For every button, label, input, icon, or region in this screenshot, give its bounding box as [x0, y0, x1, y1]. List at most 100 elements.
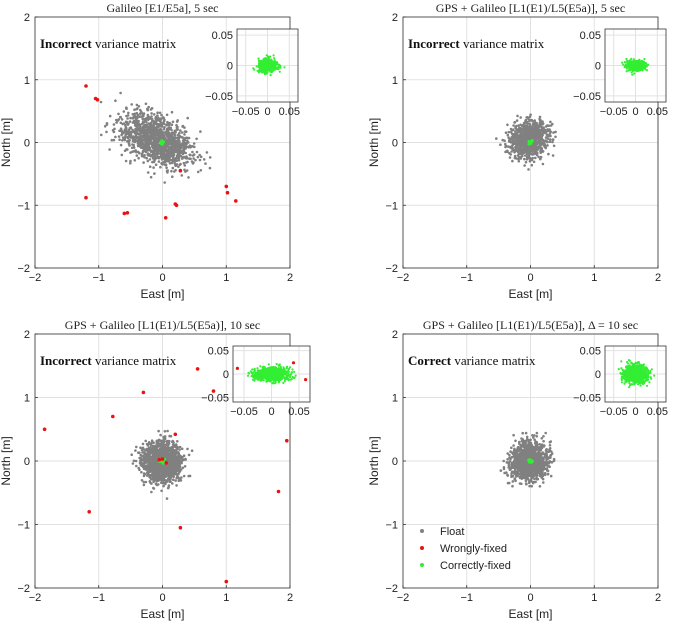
- float-point: [141, 125, 145, 129]
- float-point: [138, 115, 141, 118]
- float-point: [117, 112, 120, 116]
- float-point: [524, 118, 528, 122]
- float-point: [533, 120, 536, 124]
- float-point: [160, 454, 164, 458]
- float-point: [146, 444, 150, 447]
- float-point: [190, 449, 194, 453]
- float-point: [524, 144, 528, 147]
- float-point: [196, 155, 200, 159]
- float-point: [198, 153, 201, 157]
- float-point: [120, 133, 123, 137]
- inset-point: [261, 69, 265, 72]
- float-point: [528, 115, 532, 119]
- wrongly-fixed-points: [84, 84, 238, 220]
- float-point: [157, 429, 160, 433]
- float-point: [155, 130, 159, 133]
- x-tick-label: 2: [655, 272, 661, 284]
- float-point: [548, 128, 551, 131]
- inset-y-tick-label: 0.05: [580, 30, 601, 42]
- float-point: [147, 441, 151, 444]
- float-point: [180, 131, 184, 134]
- x-tick-label: 1: [223, 272, 229, 284]
- x-tick-label: −1: [92, 272, 105, 284]
- plot-title: GPS + Galileo [L1(E1)/L5(E5a)], 10 sec: [65, 318, 260, 332]
- float-point: [146, 171, 150, 174]
- float-point: [112, 123, 116, 126]
- float-point: [541, 129, 545, 133]
- float-point: [156, 453, 159, 456]
- float-point: [549, 120, 552, 124]
- float-point: [175, 156, 179, 159]
- float-point: [179, 455, 182, 458]
- float-point: [173, 129, 177, 133]
- float-point: [536, 148, 539, 151]
- float-point: [138, 151, 141, 155]
- float-point: [140, 146, 143, 149]
- float-point: [135, 136, 139, 140]
- float-point: [162, 134, 166, 137]
- inset-point: [255, 65, 258, 68]
- float-point: [522, 121, 526, 125]
- float-point: [128, 139, 131, 142]
- float-point: [132, 146, 136, 149]
- float-point: [121, 136, 125, 139]
- float-point: [525, 124, 529, 128]
- inset-point: [623, 66, 626, 69]
- float-point: [159, 465, 163, 469]
- wrongly-fixed-point: [141, 390, 146, 395]
- float-point: [170, 123, 174, 126]
- float-point: [152, 146, 156, 150]
- float-point: [159, 475, 162, 478]
- inset-point: [630, 65, 633, 68]
- inset-point: [264, 64, 268, 67]
- float-point: [148, 139, 152, 143]
- float-point: [167, 137, 171, 141]
- float-point: [155, 156, 158, 160]
- float-point: [145, 143, 148, 146]
- float-point: [154, 115, 158, 119]
- y-tick-label: −1: [17, 520, 30, 532]
- y-axis-label: North [m]: [367, 118, 381, 167]
- float-point: [162, 116, 165, 119]
- float-point: [522, 134, 525, 137]
- inset-point: [637, 68, 640, 71]
- float-point: [148, 480, 152, 483]
- float-point: [147, 122, 150, 125]
- inset-point: [625, 70, 628, 73]
- float-point: [165, 469, 169, 472]
- float-point: [148, 154, 151, 157]
- float-point: [552, 144, 556, 148]
- float-point: [186, 136, 190, 140]
- float-point: [135, 154, 139, 157]
- float-point: [504, 142, 507, 146]
- inset-point: [269, 70, 273, 73]
- float-point: [524, 160, 528, 164]
- float-point: [156, 445, 160, 448]
- float-point: [519, 133, 523, 136]
- float-point: [156, 479, 160, 482]
- wrongly-fixed-point: [225, 190, 230, 195]
- float-point: [516, 114, 519, 118]
- float-point: [186, 145, 189, 149]
- wrongly-fixed-point: [111, 414, 115, 419]
- float-point: [145, 156, 148, 160]
- float-point: [123, 128, 127, 131]
- wrongly-fixed-point: [84, 195, 88, 200]
- inset-point: [647, 63, 650, 66]
- float-point: [199, 169, 203, 172]
- y-axis-label: North [m]: [0, 118, 13, 167]
- float-point: [534, 156, 537, 160]
- inset-point: [267, 69, 270, 72]
- float-point: [166, 447, 170, 451]
- float-point: [168, 154, 172, 158]
- inset-x-tick-label: −0.05: [232, 106, 260, 118]
- float-point: [542, 140, 545, 144]
- float-point: [183, 136, 187, 140]
- inset-point: [269, 65, 272, 68]
- inset-point: [633, 72, 636, 75]
- float-point: [135, 464, 138, 468]
- float-point: [141, 117, 144, 120]
- float-point: [162, 122, 166, 126]
- float-point: [166, 157, 169, 160]
- correctly-fixed-point: [160, 141, 164, 145]
